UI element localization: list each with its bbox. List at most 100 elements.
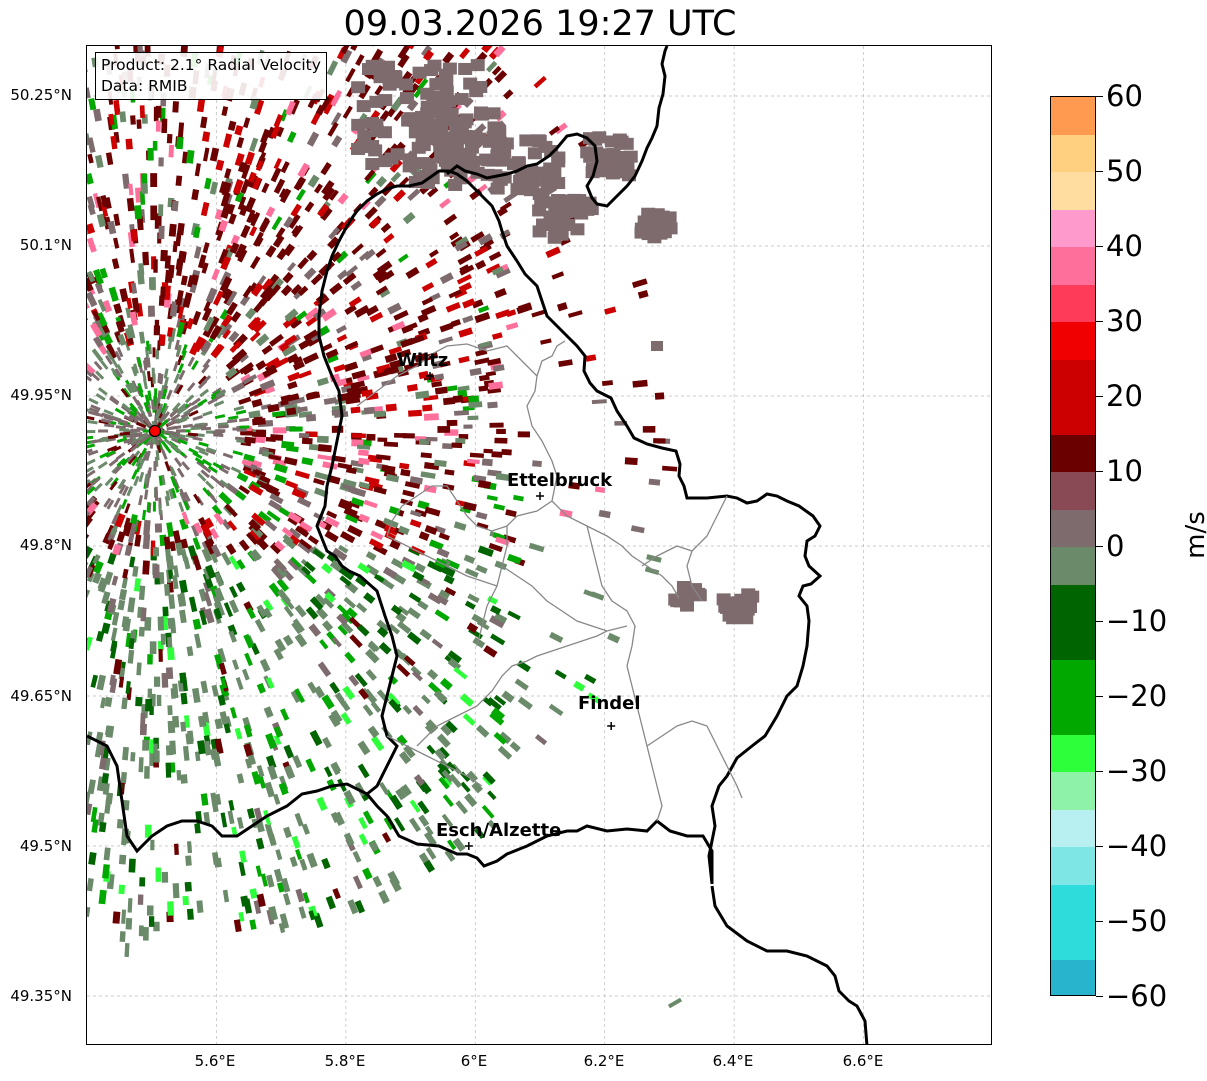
echo-cell: [168, 223, 177, 237]
echo-cell: [214, 793, 222, 806]
echo-cell: [214, 414, 226, 420]
echo-cell: [219, 286, 231, 300]
colorbar-tick-label: 40: [1106, 229, 1143, 263]
echo-cell: [228, 213, 237, 225]
echo-cell: [434, 459, 447, 468]
echo-cell: [289, 856, 298, 868]
echo-cell: [551, 155, 566, 168]
echo-cell: [407, 114, 422, 127]
echo-cell: [452, 395, 464, 404]
echo-cell: [197, 472, 207, 482]
echo-cell: [420, 471, 436, 479]
map-canvas[interactable]: [87, 46, 992, 1045]
echo-cell: [274, 638, 287, 653]
echo-cell: [130, 439, 141, 447]
echo-cell: [420, 87, 435, 100]
city-marker[interactable]: [536, 492, 544, 500]
echo-cell: [294, 688, 306, 704]
echo-cell: [201, 464, 212, 474]
echo-cell: [322, 736, 332, 749]
echo-cell: [148, 277, 156, 290]
echo-cell: [259, 151, 267, 162]
echo-cell: [122, 521, 133, 537]
echo-cell: [381, 832, 392, 843]
echo-cell: [438, 776, 450, 790]
echo-cell: [322, 596, 335, 609]
radar-site-marker[interactable]: [148, 424, 162, 438]
echo-cell: [100, 195, 109, 208]
echo-cell: [320, 162, 332, 176]
echo-cell: [87, 373, 93, 382]
echo-cell: [402, 433, 415, 439]
echo-cell: [226, 290, 238, 306]
echo-cell: [157, 390, 162, 401]
echo-cell: [121, 485, 130, 497]
echo-cell: [87, 878, 94, 892]
echo-cell: [330, 112, 342, 127]
city-marker[interactable]: [425, 372, 434, 380]
echo-cell: [250, 255, 261, 270]
echo-cell: [191, 189, 200, 201]
echo-cell: [117, 479, 126, 490]
echo-cell: [457, 385, 470, 392]
echo-cell: [458, 132, 473, 145]
echo-cell: [133, 363, 139, 374]
echo-cell: [280, 708, 290, 721]
echo-cell: [358, 457, 370, 466]
echo-cell: [283, 216, 294, 229]
city-marker[interactable]: [464, 842, 473, 850]
echo-cell: [164, 583, 171, 596]
echo-cell: [117, 333, 127, 346]
echo-cell: [528, 542, 545, 553]
echo-cell: [227, 810, 235, 825]
echo-cell: [493, 694, 507, 706]
echo-cell: [255, 837, 265, 850]
echo-cell: [235, 490, 247, 501]
echo-cell: [182, 500, 190, 511]
echo-cell: [307, 535, 319, 545]
echo-cell: [327, 354, 339, 364]
echo-cell: [107, 552, 117, 565]
echo-cell: [295, 525, 310, 538]
echo-cell: [128, 858, 136, 873]
echo-cell: [288, 213, 301, 230]
echo-cell: [438, 532, 450, 541]
echo-cell: [204, 177, 212, 190]
echo-cell: [244, 151, 255, 166]
echo-cell: [113, 658, 123, 675]
echo-cell: [257, 773, 267, 789]
city-marker[interactable]: [607, 722, 616, 730]
echo-cell: [100, 418, 112, 424]
echo-cell: [411, 141, 426, 154]
echo-cell: [341, 483, 357, 492]
echo-cell: [457, 116, 472, 129]
echo-cell: [175, 289, 184, 306]
echo-cell: [273, 648, 284, 661]
echo-cell: [139, 191, 146, 205]
echo-cell: [456, 274, 472, 285]
echo-cell: [272, 427, 287, 434]
echo-cell: [87, 509, 91, 523]
echo-cell: [532, 204, 547, 217]
echo-cell: [333, 89, 343, 101]
echo-cell: [245, 758, 252, 769]
echo-cell: [409, 519, 422, 528]
echo-cell: [369, 311, 384, 323]
echo-cell: [131, 456, 140, 467]
colorbar-segment: [1051, 172, 1095, 211]
echo-cell: [477, 480, 491, 489]
echo-cell: [134, 187, 143, 203]
echo-cell: [451, 442, 463, 449]
echo-cell: [644, 566, 660, 575]
echo-cell: [197, 254, 207, 269]
echo-cell: [166, 522, 174, 538]
echo-cell: [356, 602, 368, 614]
echo-cell: [459, 264, 471, 274]
echo-cell: [273, 463, 288, 474]
echo-cell: [120, 388, 130, 398]
echo-cell: [137, 405, 146, 416]
radar-map[interactable]: [86, 45, 992, 1045]
echo-cell: [368, 186, 379, 198]
echo-cell: [278, 922, 286, 934]
echo-cell: [98, 889, 107, 905]
